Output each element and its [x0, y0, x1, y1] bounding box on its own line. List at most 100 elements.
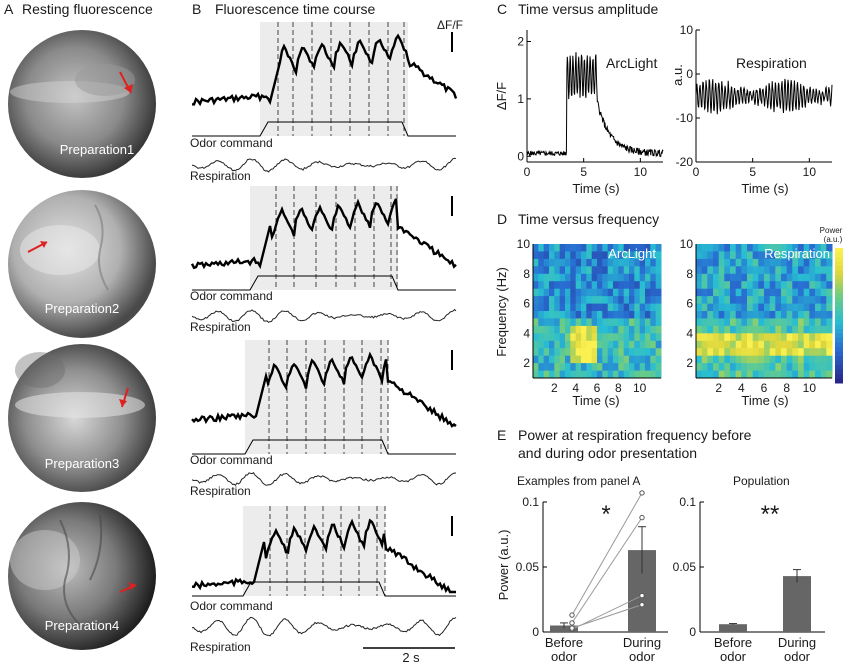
- heatmap-cell: [565, 340, 571, 349]
- heatmap-cell: [769, 370, 776, 379]
- heatmap-cell: [533, 281, 539, 290]
- heatmap-cell: [803, 266, 810, 275]
- heatmap-cell: [696, 311, 703, 319]
- data-point: [569, 612, 575, 618]
- heatmap-cell: [713, 311, 720, 319]
- power-colorbar-segment: [835, 378, 843, 384]
- odor-command-label: Odor command: [190, 453, 273, 467]
- heatmap-cell: [826, 281, 833, 290]
- heatmap-cell: [741, 281, 748, 290]
- heatmap-cell: [586, 244, 593, 252]
- heatmap-cell: [559, 318, 566, 327]
- heatmap-cell: [803, 370, 810, 379]
- heatmap-cell: [645, 348, 651, 357]
- heatmap-cell: [730, 288, 737, 297]
- heatmap-cell: [792, 355, 799, 364]
- heatmap-cell: [741, 325, 748, 334]
- heatmap-cell: [575, 355, 582, 364]
- heatmap-cell: [815, 303, 822, 312]
- heatmap-cell: [575, 340, 582, 349]
- heatmap-cell: [781, 363, 788, 371]
- heatmap-cell: [701, 333, 708, 342]
- heatmap-cell: [713, 363, 720, 371]
- heatmap-cell: [543, 266, 550, 275]
- heatmap-cell: [597, 266, 603, 275]
- heatmap-cell: [707, 318, 714, 327]
- heatmap-cell: [554, 333, 561, 342]
- heatmap-cell: [650, 340, 657, 349]
- heatmap-cell: [735, 303, 742, 312]
- heatmap-cell: [764, 266, 771, 275]
- heatmap-cell: [597, 281, 603, 290]
- heatmap-cell: [623, 266, 630, 275]
- heatmap-cell: [735, 311, 742, 319]
- heatmap-cell: [792, 363, 799, 371]
- heatmap-cell: [639, 296, 646, 304]
- heatmap-cell: [701, 303, 708, 312]
- heatmap-cell: [809, 355, 816, 364]
- heatmap-cell: [701, 296, 708, 304]
- power-colorbar-segment: [835, 374, 843, 379]
- heatmap-cell: [559, 281, 566, 290]
- heatmap-cell: [735, 273, 742, 282]
- heatmap-cell: [597, 311, 603, 319]
- heatmap-cell: [591, 340, 598, 349]
- heatmap-cell: [538, 318, 545, 327]
- heatmap-cell: [549, 281, 555, 290]
- heatmap-cell: [559, 325, 566, 334]
- heatmap-cell: [613, 288, 619, 297]
- heatmap-cell: [792, 311, 799, 319]
- x-tick-label: 6: [761, 381, 768, 395]
- heatmap-cell: [769, 288, 776, 297]
- heatmap-cell: [820, 258, 827, 267]
- heatmap-cell: [775, 363, 782, 371]
- heatmap-cell: [718, 273, 725, 282]
- heatmap-cell: [786, 311, 793, 319]
- heatmap-cell: [581, 251, 587, 260]
- power-colorbar-segment: [835, 324, 843, 330]
- heatmap-cell: [533, 266, 539, 275]
- heatmap-cell: [826, 318, 833, 327]
- heatmap-cell: [618, 258, 625, 267]
- heatmap-cell: [565, 288, 571, 297]
- heatmap-cell: [741, 296, 748, 304]
- heatmap-cell: [815, 311, 822, 319]
- heatmap-cell: [730, 266, 737, 275]
- heatmap-cell: [769, 325, 776, 334]
- heatmap-cell: [718, 340, 725, 349]
- heatmap-cell: [820, 281, 827, 290]
- heatmap-cell: [781, 318, 788, 327]
- heatmap-cell: [629, 340, 635, 349]
- x-tick-label: 10: [633, 381, 647, 395]
- heatmap-cell: [543, 355, 550, 364]
- heatmap-cell: [597, 348, 603, 357]
- heatmap-cell: [758, 303, 765, 312]
- heatmap-cell: [629, 370, 635, 379]
- heatmap-cell: [786, 355, 793, 364]
- heatmap-cell: [575, 363, 582, 371]
- heatmap-cell: [798, 288, 805, 297]
- heatmap-cell: [775, 370, 782, 379]
- heatmap-cell: [623, 340, 630, 349]
- heatmap-cell: [713, 333, 720, 342]
- heatmap-cell: [538, 325, 545, 334]
- power-colorbar-segment: [835, 288, 843, 294]
- respiration-trace: [191, 471, 457, 487]
- heatmap-cell: [803, 348, 810, 357]
- power-colorbar-segment: [835, 351, 843, 357]
- heatmap-cell: [629, 244, 635, 252]
- heatmap-cell: [820, 303, 827, 312]
- heatmap-cell: [820, 318, 827, 327]
- heatmap-cell: [586, 340, 593, 349]
- heatmap-cell: [618, 266, 625, 275]
- heatmap-cell: [775, 340, 782, 349]
- y-tick-label: 0: [517, 149, 524, 163]
- heatmap-cell: [786, 258, 793, 267]
- heatmap-cell: [781, 251, 788, 260]
- heatmap-cell: [707, 348, 714, 357]
- heatmap-cell: [565, 244, 571, 252]
- power-colorbar-label: Power: [820, 226, 843, 235]
- heatmap-cell: [809, 273, 816, 282]
- heatmap-cell: [798, 325, 805, 334]
- heatmap-cell: [718, 251, 725, 260]
